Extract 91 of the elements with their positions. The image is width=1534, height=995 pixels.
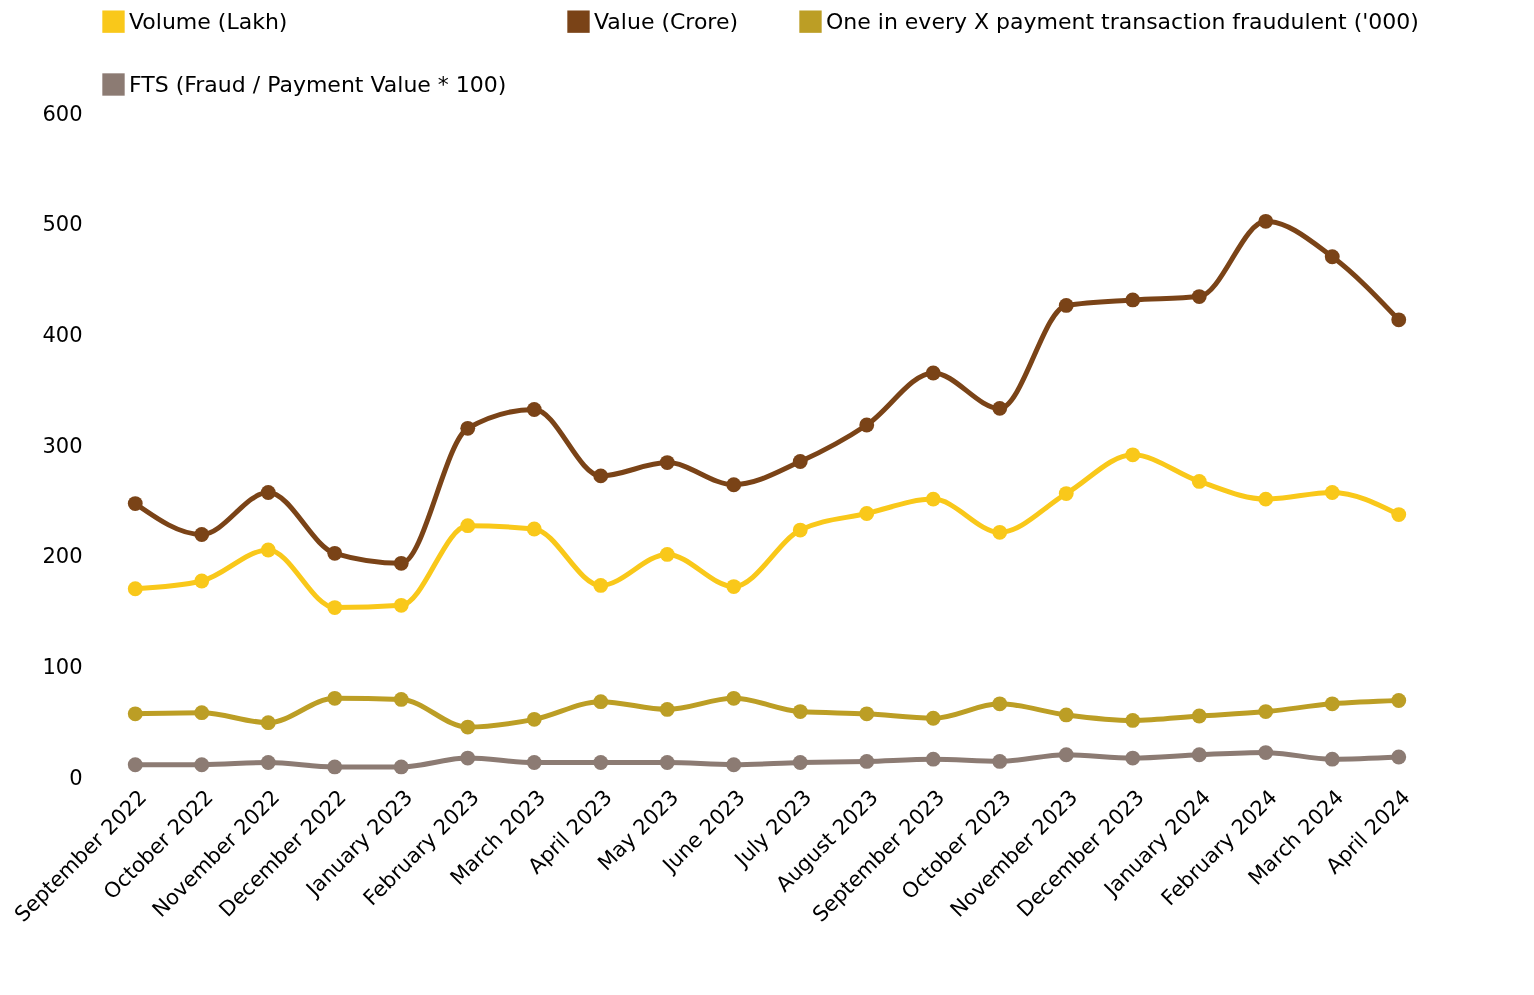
point xyxy=(127,496,143,511)
point xyxy=(925,751,941,767)
point xyxy=(1324,696,1340,712)
point xyxy=(593,578,609,593)
point xyxy=(127,581,143,597)
point xyxy=(992,524,1008,540)
point xyxy=(726,757,742,773)
point xyxy=(1391,507,1407,523)
point xyxy=(726,690,742,706)
point xyxy=(925,491,941,507)
point xyxy=(1324,485,1340,500)
point xyxy=(393,597,409,613)
point xyxy=(992,400,1008,416)
point xyxy=(327,545,343,561)
point xyxy=(460,750,476,766)
point xyxy=(593,694,609,710)
y-tick-label: 300 xyxy=(42,433,83,458)
point xyxy=(1391,749,1407,765)
point xyxy=(526,755,542,770)
point xyxy=(1391,693,1407,708)
point xyxy=(393,759,409,775)
point xyxy=(1191,474,1207,489)
point xyxy=(1258,213,1274,229)
y-tick-label: 100 xyxy=(42,654,83,679)
point xyxy=(1125,750,1141,766)
point xyxy=(792,454,808,469)
point xyxy=(1324,751,1340,767)
legend-label: Volume (Lakh) xyxy=(129,8,288,34)
point xyxy=(460,420,476,436)
point xyxy=(1258,745,1274,760)
point xyxy=(792,704,808,719)
point xyxy=(260,485,276,500)
y-tick-label: 600 xyxy=(42,101,83,126)
point xyxy=(992,696,1008,712)
point xyxy=(260,755,276,770)
point xyxy=(127,706,143,722)
point xyxy=(859,754,875,769)
point xyxy=(393,555,409,571)
point xyxy=(859,706,875,722)
point xyxy=(194,527,210,542)
point xyxy=(1258,704,1274,719)
point xyxy=(792,522,808,538)
point xyxy=(127,757,143,773)
point xyxy=(327,600,343,615)
point xyxy=(393,692,409,707)
legend-label: One in every X payment transaction fraudulent ('000) xyxy=(826,8,1419,34)
y-tick-label: 400 xyxy=(42,322,83,347)
point xyxy=(260,542,276,558)
point xyxy=(726,477,742,493)
point xyxy=(859,417,875,433)
point xyxy=(1258,491,1274,507)
point xyxy=(194,757,210,773)
point xyxy=(659,755,675,770)
point xyxy=(1125,713,1141,728)
point xyxy=(327,690,343,706)
point xyxy=(1058,486,1074,501)
point xyxy=(659,547,675,562)
point xyxy=(1324,249,1340,265)
legend-label: Value (Crore) xyxy=(594,8,739,34)
point xyxy=(593,755,609,770)
point xyxy=(1125,292,1141,308)
point xyxy=(460,518,476,534)
y-tick-label: 500 xyxy=(42,212,83,237)
point xyxy=(1191,289,1207,304)
point xyxy=(992,754,1008,769)
point xyxy=(726,579,742,594)
point xyxy=(1125,447,1141,463)
point xyxy=(593,468,609,484)
point xyxy=(526,402,542,417)
point xyxy=(859,506,875,521)
point xyxy=(526,711,542,727)
point xyxy=(925,710,941,726)
legend-label: FTS (Fraud / Payment Value * 100) xyxy=(129,71,507,97)
point xyxy=(194,705,210,721)
point xyxy=(659,455,675,470)
point xyxy=(1391,312,1407,328)
y-tick-label: 0 xyxy=(69,765,83,790)
point xyxy=(1191,747,1207,763)
point xyxy=(1058,707,1074,723)
point xyxy=(1058,298,1074,313)
point xyxy=(327,759,343,775)
point xyxy=(526,521,542,537)
point xyxy=(1191,708,1207,724)
point xyxy=(925,365,941,381)
point xyxy=(460,719,476,735)
y-tick-label: 200 xyxy=(42,544,83,569)
point xyxy=(1058,747,1074,763)
point xyxy=(659,701,675,717)
point xyxy=(194,573,210,589)
point xyxy=(260,715,276,731)
point xyxy=(792,755,808,770)
